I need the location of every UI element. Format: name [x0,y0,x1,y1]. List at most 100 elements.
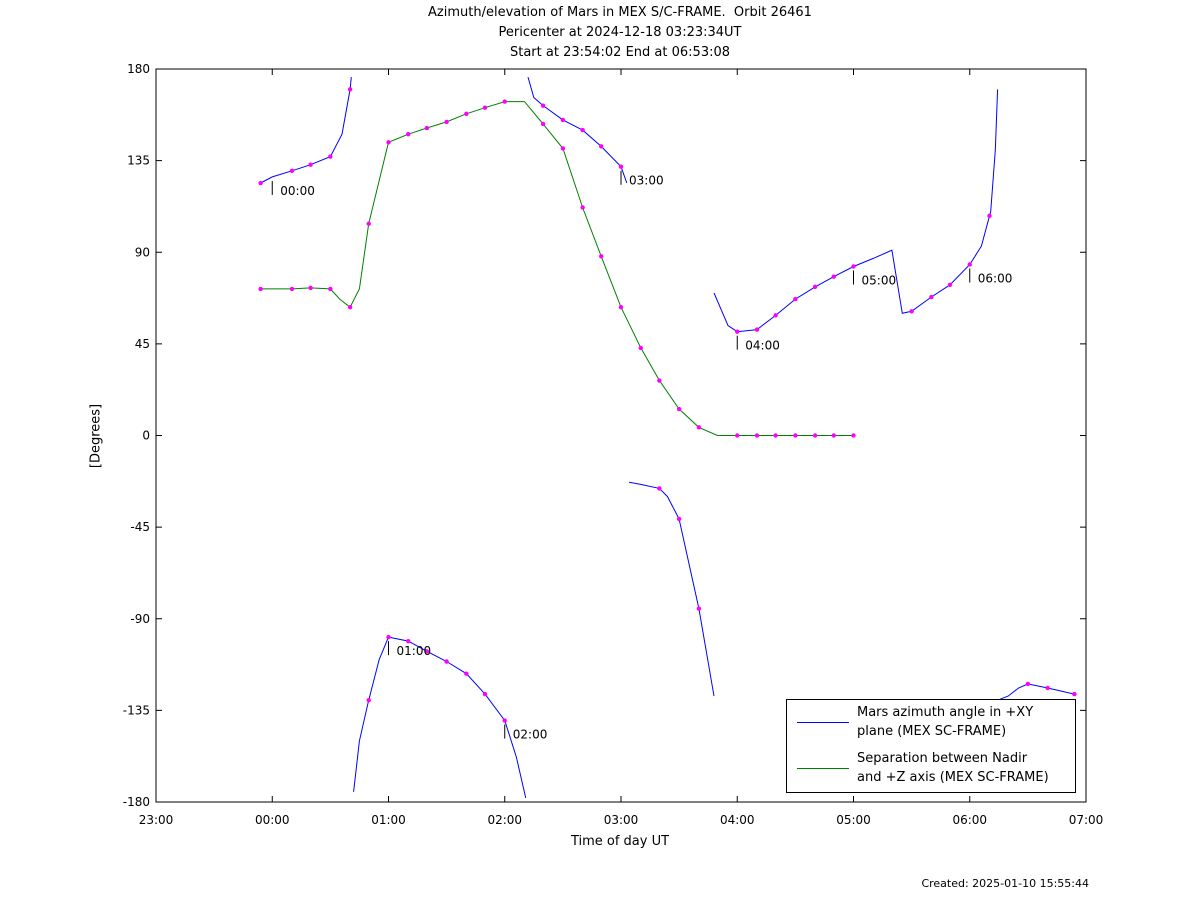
data-point-azimuth [831,274,836,279]
x-tick-label: 04:00 [720,813,755,827]
series-line-azimuth [260,77,352,184]
time-marker-label: 00:00 [280,184,315,198]
data-point-azimuth [793,296,798,302]
data-point-azimuth [1072,691,1077,697]
data-point-separation [812,433,818,438]
data-point-separation [754,433,760,438]
data-point-separation [696,425,702,430]
y-tick-label: -45 [130,520,150,534]
data-point-azimuth [987,213,992,219]
y-tick-label: 45 [135,337,150,351]
data-point-azimuth [618,164,624,169]
x-tick-label: 02:00 [487,813,522,827]
data-point-azimuth [599,144,604,149]
x-tick-label: 03:00 [604,813,639,827]
y-tick-label: -90 [130,612,150,626]
data-point-azimuth [464,671,469,676]
data-point-separation [657,378,662,383]
data-point-azimuth [967,262,972,267]
x-tick-label: 05:00 [836,813,871,827]
data-point-separation [676,406,682,412]
legend-entry-separation: Separation between Nadir and +Z axis (ME… [787,746,1075,792]
data-point-separation [366,221,371,226]
title-line-2: Pericenter at 2024-12-18 03:23:34UT [498,25,742,40]
data-point-azimuth [386,634,391,640]
time-marker-label: 05:00 [862,274,897,288]
data-point-separation [851,433,856,438]
data-point-azimuth [909,309,914,314]
data-point-separation [347,305,353,310]
data-point-azimuth [696,606,702,611]
data-point-azimuth [735,329,740,334]
time-marker-label: 02:00 [513,728,548,742]
x-tick-label: 07:00 [1069,813,1104,827]
data-point-separation [444,119,449,125]
x-tick-label: 06:00 [952,813,987,827]
legend-swatch-separation [797,768,849,769]
data-point-separation [482,105,488,110]
time-marker-label: 01:00 [397,644,432,658]
data-point-separation [599,254,604,259]
y-tick-label: 135 [127,154,150,168]
data-point-azimuth [754,327,760,332]
data-point-azimuth [929,294,934,300]
data-point-azimuth [540,103,546,108]
legend-swatch-azimuth [797,722,849,723]
data-point-azimuth [580,127,585,133]
data-point-separation [580,205,585,210]
data-point-separation [502,99,507,104]
data-point-azimuth [1045,685,1050,691]
x-tick-label: 00:00 [255,813,290,827]
data-point-azimuth [657,486,662,491]
data-point-azimuth [812,284,818,290]
chart-legend: Mars azimuth angle in +XY plane (MEX SC-… [786,699,1076,793]
data-point-azimuth [424,649,430,654]
legend-label-separation: Separation between Nadir and +Z axis (ME… [857,751,1049,785]
legend-label-azimuth: Mars azimuth angle in +XY plane (MEX SC-… [857,705,1034,739]
series-line-azimuth [527,76,628,184]
data-point-azimuth [482,691,488,697]
y-tick-label: 180 [127,62,150,76]
data-point-separation [386,140,391,145]
data-point-separation [424,125,430,131]
title-line-1: Azimuth/elevation of Mars in MEX S/C-FRA… [428,5,812,20]
y-axis-label: [Degrees] [88,403,104,469]
data-point-azimuth [289,168,295,174]
data-point-azimuth [406,638,411,644]
data-point-separation [560,146,566,151]
chart-title: Azimuth/elevation of Mars in MEX S/C-FRA… [0,3,1200,63]
data-point-separation [831,433,836,438]
data-point-separation [773,433,778,438]
data-point-azimuth [851,264,856,269]
time-marker-label: 04:00 [745,339,780,353]
data-point-separation [289,286,295,292]
x-tick-label: 23:00 [139,813,174,827]
y-tick-label: -180 [123,795,150,809]
data-point-azimuth [1025,681,1031,687]
series-line-separation [260,101,854,436]
y-tick-label: 0 [142,429,150,443]
data-point-separation [328,286,333,292]
data-point-separation [793,433,798,438]
data-point-azimuth [773,313,778,318]
y-tick-label: -135 [123,703,150,717]
series-line-azimuth [997,683,1075,701]
data-point-separation [618,305,624,310]
data-point-separation [308,285,313,291]
x-tick-label: 01:00 [371,813,406,827]
data-point-separation [540,121,546,127]
data-point-azimuth [258,180,263,186]
data-point-azimuth [366,697,371,703]
time-marker-label: 03:00 [629,174,664,188]
data-point-azimuth [308,162,313,167]
y-tick-label: 90 [135,245,150,259]
data-point-azimuth [502,718,507,723]
time-marker-label: 06:00 [978,271,1013,285]
data-point-azimuth [560,117,566,123]
x-axis-label: Time of day UT [570,834,670,849]
created-timestamp: Created: 2025-01-10 15:55:44 [921,877,1089,890]
title-line-3: Start at 23:54:02 End at 06:53:08 [509,45,731,60]
series-line-azimuth [353,636,527,799]
series-line-azimuth [713,89,999,333]
data-point-azimuth [347,87,353,92]
